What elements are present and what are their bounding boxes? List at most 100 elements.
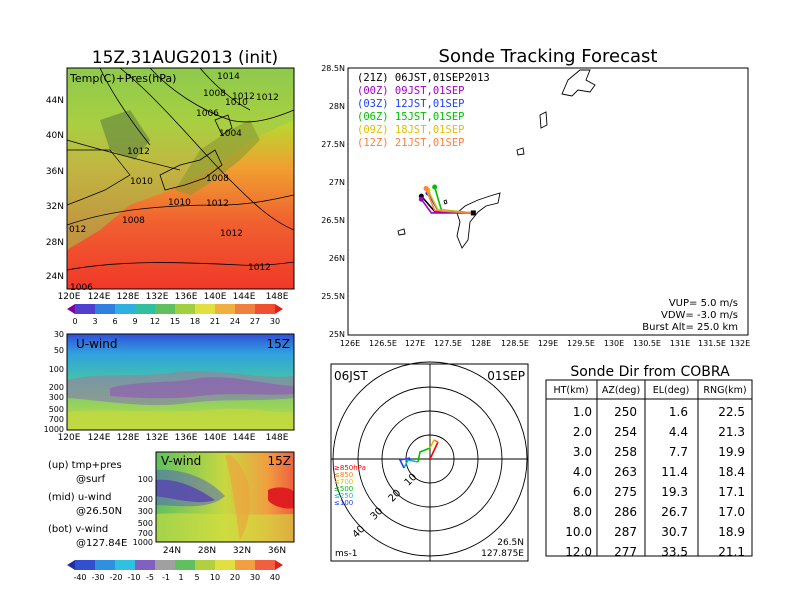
press-tick: 30 [54, 330, 64, 339]
cobra-cell: 254 [614, 425, 637, 439]
track-endpoint [418, 196, 424, 202]
lon-tick: 148E [266, 433, 289, 443]
uwind-plot [67, 334, 294, 430]
press-tick: 700 [138, 529, 153, 538]
temp-colorbar [67, 304, 283, 314]
lat-tick: 28.5N [321, 64, 345, 73]
tracking-legend-item: (06Z) 15JST,01SEP [357, 111, 464, 123]
isobar-label: 1004 [219, 129, 242, 139]
panel-legend: (up) tmp+pres @surf (mid) u-wind @26.50N… [48, 460, 127, 549]
polar-level-legend: ≥850hPa ≤850 ≤700 ≤500 ≤250 ≤100 [334, 464, 366, 507]
tracking-legend-item: (00Z) 09JST,01SEP [357, 85, 464, 97]
tracking-lat-ticks: 28.5N 28N 27.5N 27N 26.5N 26N 25.5N 25N [321, 64, 345, 339]
cobra-cell: 250 [614, 405, 637, 419]
cobra-cell: 275 [614, 485, 637, 499]
tracking-islands [397, 69, 596, 249]
level-legend-item: ≥850hPa [334, 464, 366, 472]
press-tick: 100 [138, 475, 153, 484]
tracking-legend: (21Z) 06JST,01SEP2013 (00Z) 09JST,01SEP … [357, 72, 490, 149]
colorbar-label: -20 [109, 573, 122, 582]
press-tick: 500 [138, 519, 153, 528]
lon-tick: 120E [58, 292, 81, 302]
lat-tick: 32N [233, 546, 251, 556]
colorbar-label: 10 [210, 573, 220, 582]
track-line [420, 198, 474, 214]
surface-lon-ticks: 120E 124E 128E 132E 136E 140E 144E 148E [58, 292, 289, 302]
legend-line: @surf [76, 474, 106, 485]
lat-tick: 32N [46, 202, 64, 212]
colorbar-label: 30 [270, 317, 280, 326]
colorbar-label: 27 [250, 317, 260, 326]
lat-tick: 40N [46, 131, 64, 141]
cobra-cell: 4.0 [573, 465, 592, 479]
colorbar-label: 24 [230, 317, 240, 326]
cobra-header: EL(deg) [653, 385, 690, 396]
cobra-cell: 22.5 [718, 405, 745, 419]
cobra-rows: 1.0 250 1.6 22.5 2.0 254 4.4 21.3 3.0 258 7.7 19.9 4… [565, 405, 745, 559]
level-legend-item: ≤500 [334, 485, 353, 493]
isobar-label: 012 [69, 225, 86, 235]
isobar-label: 1012 [248, 263, 271, 273]
colorbar-label: 18 [190, 317, 200, 326]
lon-tick: 131.5E [698, 339, 726, 348]
cobra-cell: 11.4 [661, 465, 688, 479]
cobra-cell: 18.4 [718, 465, 745, 479]
lon-tick: 128E [117, 292, 140, 302]
lat-tick: 24N [46, 272, 64, 282]
cobra-cell: 21.3 [718, 425, 745, 439]
cobra-cell: 258 [614, 445, 637, 459]
track-endpoint [432, 184, 438, 190]
cobra-cell: 8.0 [573, 505, 592, 519]
vwind-label: V-wind [161, 454, 201, 468]
param-line: VDW= -3.0 m/s [661, 310, 738, 321]
surface-lat-ticks: 44N 40N 36N 32N 28N 24N [46, 96, 64, 282]
colorbar-label: -40 [73, 573, 86, 582]
colorbar-label: -30 [91, 573, 104, 582]
cobra-table [545, 379, 753, 557]
lat-tick: 26.5N [321, 216, 345, 225]
lat-tick: 28N [198, 546, 216, 556]
press-tick: 100 [49, 365, 64, 374]
isobar-label: 1014 [217, 72, 240, 82]
cobra-cell: 6.0 [573, 485, 592, 499]
track-line [425, 188, 474, 214]
colorbar-label: -5 [146, 573, 154, 582]
vwind-plot [156, 452, 294, 542]
isobar-label: 1010 [225, 98, 248, 108]
polar-loc-lon: 127.875E [481, 549, 524, 559]
lon-tick: 129.5E [567, 339, 595, 348]
cobra-cell: 26.7 [661, 505, 688, 519]
cobra-cell: 4.4 [669, 425, 688, 439]
lon-tick: 127E [405, 339, 425, 348]
cobra-header: AZ(deg) [602, 385, 640, 396]
press-tick: 1000 [44, 425, 64, 434]
wind-colorbar [67, 560, 283, 570]
lat-tick: 27N [329, 178, 345, 187]
level-legend-item: ≤700 [334, 478, 353, 486]
colorbar-label: 12 [150, 317, 160, 326]
lat-tick: 27.5N [321, 140, 345, 149]
level-legend-item: ≤100 [334, 499, 353, 507]
lon-tick: 148E [266, 292, 289, 302]
cobra-cell: 18.9 [718, 525, 745, 539]
lon-tick: 136E [175, 433, 198, 443]
level-legend-item: ≤850 [334, 471, 353, 479]
isobar-labels: 1014 1012 1008 1010 1012 1006 1004 1012 … [69, 72, 279, 293]
legend-line: (bot) v-wind [48, 524, 108, 535]
colorbar-label: 20 [230, 573, 240, 582]
colorbar-label: 40 [270, 573, 280, 582]
press-tick: 200 [138, 495, 153, 504]
cobra-cell: 3.0 [573, 445, 592, 459]
cobra-cell: 7.7 [669, 445, 688, 459]
cobra-cell: 287 [614, 525, 637, 539]
lon-tick: 124E [88, 292, 111, 302]
isobar-label: 1010 [168, 198, 191, 208]
press-tick: 700 [49, 415, 64, 424]
surface-label: Temp(C)+Pres(hPa) [69, 72, 176, 85]
tracking-frame [347, 67, 749, 336]
legend-line: @26.50N [76, 506, 122, 517]
vwind-time: 15Z [268, 454, 292, 468]
lon-tick: 130E [604, 339, 624, 348]
cobra-cell: 277 [614, 545, 637, 559]
